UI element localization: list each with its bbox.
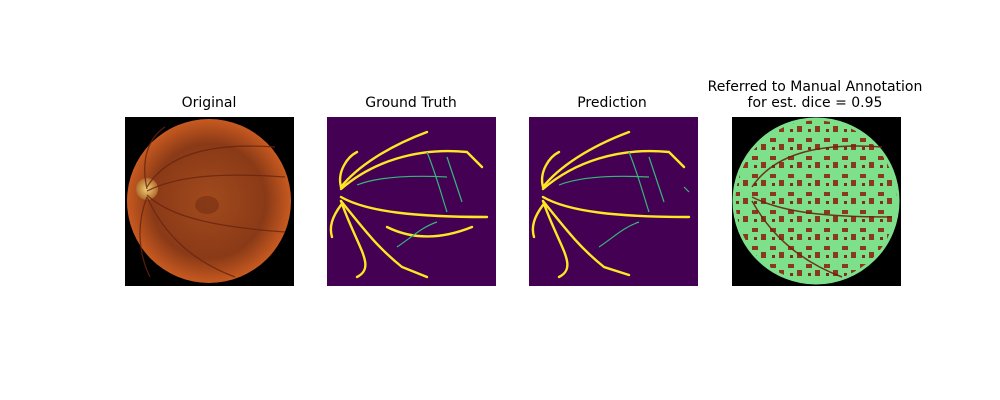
panel-title-annotation-line1: Referred to Manual Annotation (707, 79, 923, 95)
panel-title-annotation: Referred to Manual Annotation for est. d… (685, 79, 945, 111)
panel-title-ground-truth: Ground Truth (365, 95, 457, 111)
panel-title-prediction: Prediction (577, 95, 647, 111)
panel-title-annotation-line2: for est. dice = 0.95 (747, 95, 883, 111)
original-fundus-image (125, 117, 294, 286)
annotation-overlay-image (732, 117, 901, 286)
ground-truth-mask (327, 117, 496, 286)
prediction-mask (529, 117, 698, 286)
panel-title-original: Original (181, 95, 237, 111)
